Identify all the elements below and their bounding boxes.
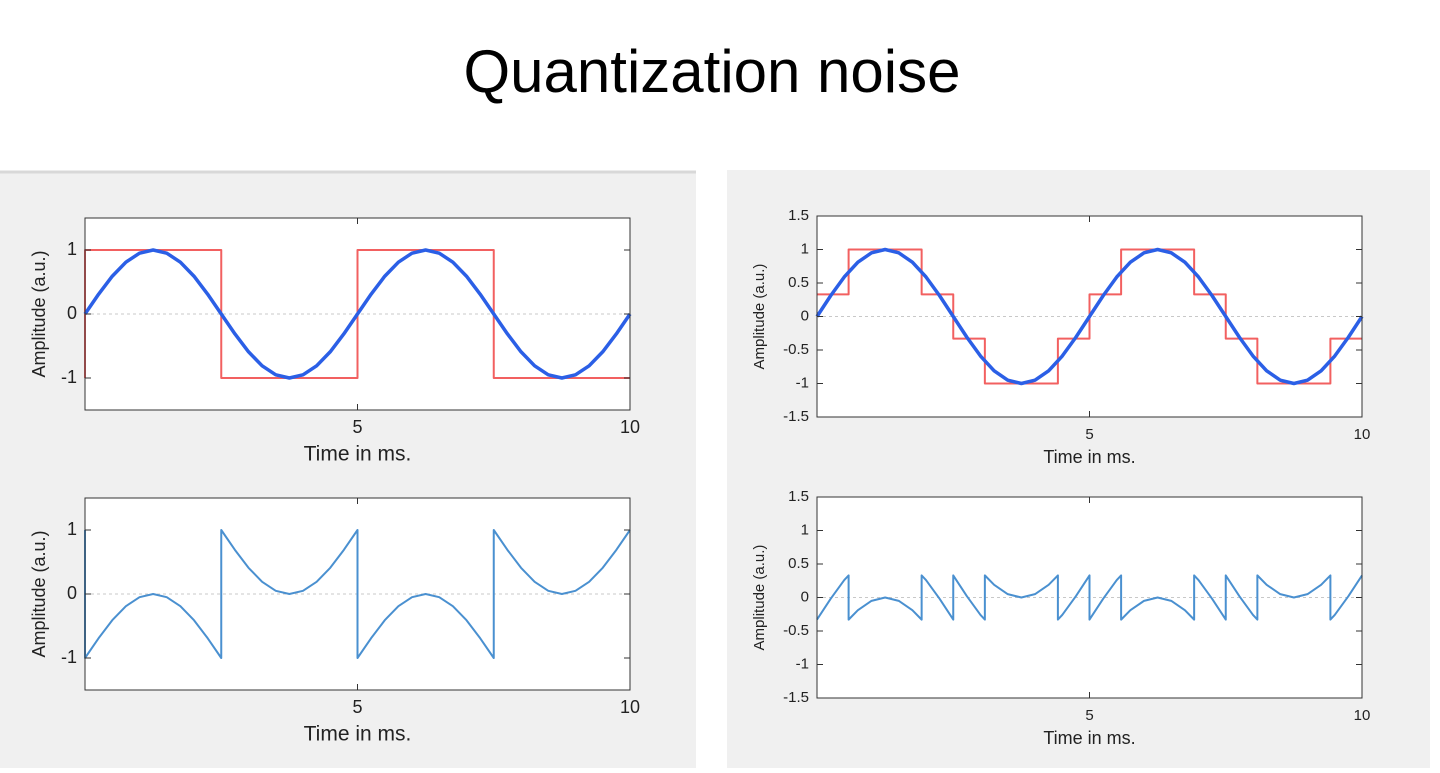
x-axis-label: Time in ms. [1043, 447, 1135, 467]
y-tick-label: 0 [67, 303, 77, 323]
y-tick-label: -1.5 [783, 408, 809, 425]
data-line [816, 574, 1363, 621]
data-line [83, 248, 632, 380]
x-tick-label: 10 [1354, 707, 1371, 724]
y-tick-label: 0 [801, 588, 809, 605]
x-tick-label: 5 [352, 697, 362, 717]
y-tick-label: 1 [801, 240, 809, 257]
y-tick-label: 0.5 [788, 274, 809, 291]
x-tick-label: 10 [1354, 426, 1371, 443]
y-axis-label: Amplitude (a.u.) [29, 530, 49, 657]
y-axis-label: Amplitude (a.u.) [751, 545, 768, 651]
y-axis-label: Amplitude (a.u.) [751, 264, 768, 370]
x-tick-label: 5 [1085, 707, 1093, 724]
x-axis-label: Time in ms. [304, 723, 412, 746]
y-tick-label: 1 [801, 521, 809, 538]
y-axis-label: Amplitude (a.u.) [29, 250, 49, 377]
x-tick-label: 10 [620, 697, 640, 717]
y-tick-label: -1 [796, 655, 809, 672]
y-tick-label: 0.5 [788, 555, 809, 572]
x-axis-label: Time in ms. [304, 443, 412, 466]
y-tick-label: 0 [801, 307, 809, 324]
y-tick-label: 1 [67, 239, 77, 259]
y-tick-label: -0.5 [783, 622, 809, 639]
y-tick-label: 1.5 [788, 488, 809, 505]
y-tick-label: 1 [67, 519, 77, 539]
y-tick-label: -1 [61, 647, 77, 667]
y-tick-label: -1.5 [783, 689, 809, 706]
x-tick-label: 10 [620, 417, 640, 437]
data-line [84, 249, 630, 379]
x-axis-label: Time in ms. [1043, 728, 1135, 748]
x-tick-label: 5 [1085, 426, 1093, 443]
y-tick-label: 1.5 [788, 207, 809, 224]
y-tick-label: -0.5 [783, 341, 809, 358]
y-tick-label: -1 [796, 374, 809, 391]
data-line [815, 247, 1364, 386]
slide-title: Quantization noise [464, 38, 961, 105]
y-tick-label: 0 [67, 583, 77, 603]
x-tick-label: 5 [352, 417, 362, 437]
y-tick-label: -1 [61, 367, 77, 387]
data-line [84, 529, 631, 659]
